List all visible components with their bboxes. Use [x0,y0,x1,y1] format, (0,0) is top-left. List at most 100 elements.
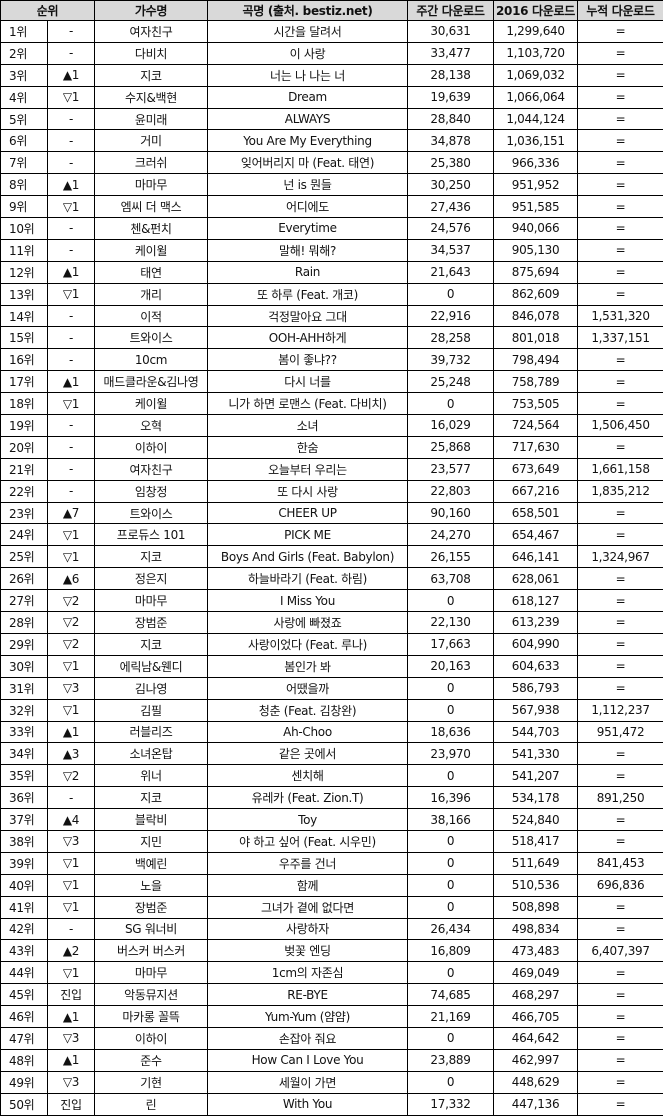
change-cell: - [46,238,96,262]
change-cell: ▽2 [46,632,96,656]
cumulative-downloads-cell: = [577,501,663,525]
weekly-downloads-cell: 0 [407,589,495,613]
cumulative-downloads-cell: = [577,567,663,591]
downloads-2016-cell: 618,127 [493,589,579,613]
change-cell: ▽1 [46,654,96,678]
song-cell: 사랑하자 [207,917,409,941]
rank-cell: 41위 [0,895,48,919]
song-cell: OOH-AHH하게 [207,326,409,350]
weekly-downloads-cell: 63,708 [407,567,495,591]
weekly-downloads-cell: 0 [407,895,495,919]
song-cell: With You [207,1092,409,1116]
rank-cell: 5위 [0,107,48,131]
artist-cell: 여자친구 [94,457,209,481]
rank-cell: 46위 [0,1005,48,1028]
table-row: 40위 ▽1 노을 함께 0 510,536 696,836 [0,873,663,897]
header-cumulative-downloads: 누적 다운로드 [577,0,663,21]
artist-cell: 지코 [94,786,209,810]
song-cell: 세월이 가면 [207,1070,409,1094]
downloads-2016-cell: 1,299,640 [493,20,579,43]
artist-cell: 기현 [94,1070,209,1094]
downloads-2016-cell: 498,834 [493,917,579,941]
weekly-downloads-cell: 0 [407,282,495,306]
cumulative-downloads-cell: = [577,983,663,1007]
artist-cell: 케이윌 [94,238,209,262]
cumulative-downloads-cell: = [577,20,663,43]
change-cell: ▽1 [46,895,96,919]
rank-cell: 23위 [0,501,48,525]
weekly-downloads-cell: 16,029 [407,414,495,437]
rank-cell: 28위 [0,611,48,634]
downloads-2016-cell: 586,793 [493,676,579,700]
cumulative-downloads-cell: = [577,151,663,175]
change-cell: ▽1 [46,961,96,985]
downloads-2016-cell: 798,494 [493,348,579,372]
header-row: 순위 가수명 곡명 (출처. bestiz.net) 주간 다운로드 2016 … [0,0,663,21]
artist-cell: 린 [94,1092,209,1116]
cumulative-downloads-cell: = [577,1070,663,1094]
downloads-2016-cell: 466,705 [493,1005,579,1028]
rank-cell: 49위 [0,1070,48,1094]
artist-cell: 러블리즈 [94,720,209,744]
downloads-2016-cell: 673,649 [493,457,579,481]
table-row: 24위 ▽1 프로듀스 101 PICK ME 24,270 654,467 = [0,523,663,547]
song-cell: 걱정말아요 그대 [207,304,409,328]
artist-cell: 트와이스 [94,501,209,525]
change-cell: ▽1 [46,873,96,897]
downloads-2016-cell: 654,467 [493,523,579,547]
artist-cell: 임창정 [94,479,209,503]
song-cell: How Can I Love You [207,1048,409,1072]
artist-cell: 버스커 버스커 [94,939,209,963]
cumulative-downloads-cell: 696,836 [577,873,663,897]
cumulative-downloads-cell: = [577,282,663,306]
cumulative-downloads-cell: 6,407,397 [577,939,663,963]
artist-cell: 지민 [94,829,209,853]
change-cell: - [46,151,96,175]
artist-cell: 트와이스 [94,326,209,350]
song-cell: 하늘바라기 (Feat. 하림) [207,567,409,591]
weekly-downloads-cell: 34,537 [407,238,495,262]
table-row: 16위 -10cm 봄이 좋냐?? 39,732 798,494 = [0,348,663,372]
rank-cell: 45위 [0,983,48,1007]
rank-cell: 30위 [0,654,48,678]
table-row: 33위 ▲1 러블리즈 Ah-Choo 18,636 544,703 951,472 [0,720,663,744]
weekly-downloads-cell: 16,396 [407,786,495,810]
song-cell: 또 하루 (Feat. 개코) [207,282,409,306]
cumulative-downloads-cell: = [577,392,663,416]
song-cell: 사랑에 빠졌죠 [207,611,409,634]
rank-cell: 3위 [0,63,48,87]
table-row: 44위 ▽1 마마무 1cm의 자존심 0 469,049 = [0,961,663,985]
artist-cell: 준수 [94,1048,209,1072]
song-cell: 사랑이었다 (Feat. 루나) [207,632,409,656]
cumulative-downloads-cell: 1,337,151 [577,326,663,350]
weekly-downloads-cell: 25,868 [407,435,495,459]
change-cell: ▲6 [46,567,96,591]
cumulative-downloads-cell: = [577,435,663,459]
cumulative-downloads-cell: = [577,238,663,262]
change-cell: ▽1 [46,392,96,416]
table-row: 30위 ▽1 에릭남&웬디 봄인가 봐 20,163 604,633 = [0,654,663,678]
change-cell: - [46,41,96,65]
artist-cell: 마마무 [94,173,209,197]
change-cell: - [46,457,96,481]
artist-cell: 소녀온탑 [94,742,209,766]
weekly-downloads-cell: 22,916 [407,304,495,328]
downloads-2016-cell: 966,336 [493,151,579,175]
weekly-downloads-cell: 0 [407,392,495,416]
weekly-downloads-cell: 90,160 [407,501,495,525]
rank-cell: 42위 [0,917,48,941]
cumulative-downloads-cell: 1,835,212 [577,479,663,503]
weekly-downloads-cell: 18,636 [407,720,495,744]
cumulative-downloads-cell: = [577,129,663,153]
change-cell: ▲1 [46,370,96,394]
weekly-downloads-cell: 0 [407,961,495,985]
rank-cell: 19위 [0,414,48,437]
table-row: 6위 - 거미 You Are My Everything 34,878 1,036,15… [0,129,663,153]
weekly-downloads-cell: 17,332 [407,1092,495,1116]
artist-cell: 위너 [94,764,209,788]
header-song: 곡명 (출처. bestiz.net) [207,0,409,21]
weekly-downloads-cell: 0 [407,698,495,722]
downloads-2016-cell: 464,642 [493,1026,579,1050]
weekly-downloads-cell: 28,840 [407,107,495,131]
